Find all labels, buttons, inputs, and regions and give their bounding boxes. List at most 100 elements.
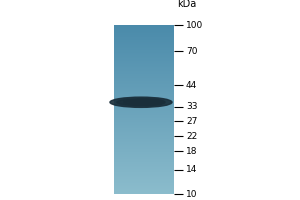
Bar [114,66,174,67]
Bar [114,63,174,64]
Bar [114,108,174,109]
Bar [114,62,174,63]
Ellipse shape [117,99,165,106]
Bar [114,113,174,114]
Bar [114,180,174,181]
Bar [114,76,174,77]
Bar [114,171,174,172]
Bar [114,169,174,170]
Bar [114,129,174,130]
Bar [114,120,174,121]
Bar [114,189,174,190]
Bar [114,36,174,37]
Bar [114,82,174,83]
Text: 44: 44 [186,81,197,90]
Bar [114,57,174,58]
Bar [114,139,174,140]
Text: 70: 70 [186,47,197,56]
Text: 27: 27 [186,117,197,126]
Bar [114,132,174,133]
Text: 10: 10 [186,190,197,199]
Bar [114,125,174,126]
Bar [114,160,174,161]
Text: kDa: kDa [177,0,196,9]
Text: 14: 14 [186,165,197,174]
Bar [114,173,174,174]
Bar [114,147,174,148]
Bar [114,113,174,114]
Bar [114,94,174,95]
Bar [114,156,174,157]
Bar [114,165,174,166]
Bar [114,65,174,66]
Bar [114,93,174,94]
Bar [114,161,174,162]
Bar [114,44,174,45]
Bar [114,41,174,42]
Bar [114,91,174,92]
Bar [114,124,174,125]
Bar [114,98,174,99]
Bar [114,90,174,91]
Bar [114,38,174,39]
Bar [114,35,174,36]
Bar [114,190,174,191]
Bar [114,168,174,169]
Bar [114,145,174,146]
Bar [114,75,174,76]
Bar [114,128,174,129]
Bar [114,183,174,184]
Bar [114,56,174,57]
Bar [114,154,174,155]
Bar [114,125,174,126]
Bar [114,88,174,89]
Bar [114,45,174,46]
Bar [114,131,174,132]
Bar [114,138,174,139]
Bar [114,146,174,147]
Bar [114,169,174,170]
Bar [114,55,174,56]
Bar [114,33,174,34]
Bar [114,112,174,113]
Bar [114,86,174,87]
Bar [114,58,174,59]
Bar [114,148,174,149]
Bar [114,116,174,117]
Bar [114,182,174,183]
Bar [114,162,174,163]
Ellipse shape [130,99,164,105]
Bar [114,34,174,35]
Bar [114,117,174,118]
Bar [114,158,174,159]
Bar [114,59,174,60]
Bar [114,95,174,96]
Bar [114,127,174,128]
Bar [114,72,174,73]
Bar [114,126,174,127]
Bar [114,40,174,41]
Bar [114,106,174,107]
Bar [114,97,174,98]
Bar [114,42,174,43]
Bar [114,39,174,40]
Bar [114,178,174,179]
Bar [114,115,174,116]
Bar [114,179,174,180]
Bar [114,37,174,38]
Bar [114,108,174,109]
Bar [114,46,174,47]
Bar [114,83,174,84]
Bar [114,186,174,187]
Bar [114,99,174,100]
Bar [114,77,174,78]
Ellipse shape [124,100,158,105]
Bar [114,31,174,32]
Bar [114,167,174,168]
Bar [114,193,174,194]
Bar [114,181,174,182]
Bar [114,55,174,56]
Bar [114,71,174,72]
Bar [114,77,174,78]
Bar [114,126,174,127]
